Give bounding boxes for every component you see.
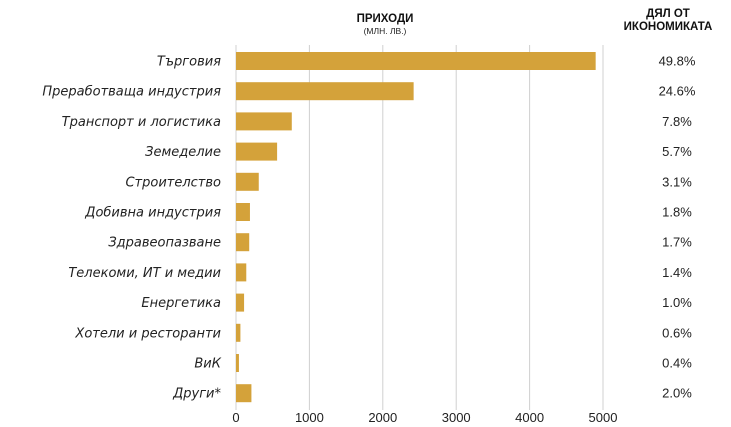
share-label: 7.8% — [662, 114, 692, 129]
x-axis-ticks: 0 1000 2000 3000 4000 5000 — [232, 410, 617, 425]
share-label: 49.8% — [659, 54, 696, 69]
share-label: 2.0% — [662, 386, 692, 401]
x-tick-label: 3000 — [442, 410, 471, 425]
bar — [236, 293, 245, 312]
bar — [236, 203, 250, 221]
share-label: 1.7% — [662, 235, 692, 250]
chart-header: ПРИХОДИ (МЛН. ЛВ.) ДЯЛ ОТ ИКОНОМИКАТА — [357, 8, 713, 36]
category-labels: Търговия Преработваща индустрия Транспорт … — [42, 55, 221, 402]
share-label: 5.7% — [662, 144, 692, 159]
x-tick-label: 0 — [232, 410, 239, 425]
share-label: 1.8% — [662, 205, 692, 220]
share-label: 3.1% — [662, 174, 692, 189]
bar — [236, 263, 247, 282]
bar — [236, 52, 596, 70]
category-label: Хотели и ресторанти — [74, 326, 221, 341]
bar — [236, 82, 414, 101]
share-label: 1.4% — [662, 265, 692, 280]
x-tick-label: 5000 — [589, 410, 618, 425]
share-label: 1.0% — [662, 295, 692, 310]
bar — [236, 354, 239, 372]
share-label: 24.6% — [659, 84, 696, 99]
category-label: Енергетика — [141, 296, 221, 311]
gridlines — [235, 45, 604, 410]
bar — [236, 384, 252, 403]
bars — [236, 52, 596, 403]
category-label: Търговия — [157, 55, 221, 70]
bar — [236, 112, 292, 131]
category-label: Земеделие — [145, 145, 221, 160]
category-label: Преработваща индустрия — [42, 85, 221, 100]
share-label: 0.4% — [662, 356, 692, 371]
share-title-line1: ДЯЛ ОТ — [646, 8, 690, 20]
category-label: Строителство — [125, 175, 221, 190]
bar — [236, 233, 250, 252]
share-labels: 49.8% 24.6% 7.8% 5.7% 3.1% 1.8% 1.7% 1.4% 1.0% 0.… — [659, 54, 696, 401]
share-label: 0.6% — [662, 325, 692, 340]
category-label: Телекоми, ИТ и медии — [68, 266, 221, 281]
category-label: Транспорт и логистика — [62, 115, 221, 130]
x-tick-label: 1000 — [295, 410, 324, 425]
bar — [236, 323, 241, 342]
x-tick-label: 2000 — [368, 410, 397, 425]
revenue-unit: (МЛН. ЛВ.) — [364, 26, 407, 36]
bar — [236, 172, 259, 191]
revenue-title: ПРИХОДИ — [357, 13, 414, 25]
category-label: Здравеопазване — [108, 236, 221, 251]
category-label: Други* — [172, 387, 221, 402]
category-label: Добивна индустрия — [84, 206, 221, 221]
share-title-line2: ИКОНОМИКАТА — [624, 21, 713, 33]
x-tick-label: 4000 — [515, 410, 544, 425]
bar — [236, 142, 278, 161]
category-label: ВиК — [194, 357, 221, 372]
